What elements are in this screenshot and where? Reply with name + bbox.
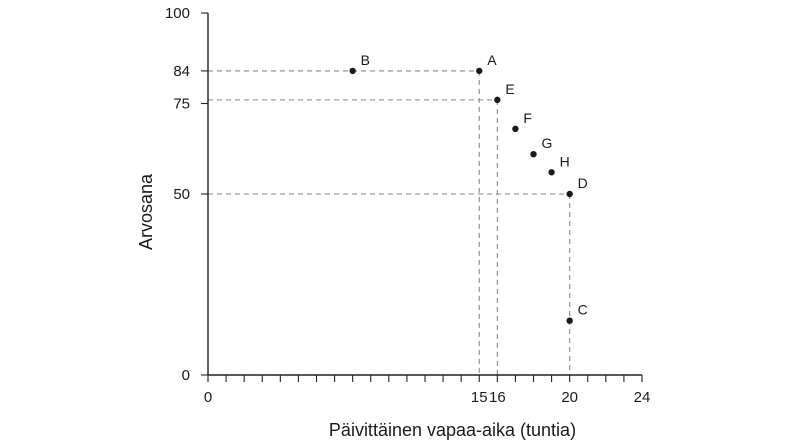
point-label-F: F (523, 110, 532, 126)
point-D (566, 190, 573, 198)
point-label-A: A (487, 52, 497, 68)
point-label-C: C (578, 302, 588, 318)
x-ticks: 0 15 16 20 24 (204, 375, 651, 406)
point-label-D: D (578, 175, 588, 191)
y-tick-label-75: 75 (173, 96, 190, 113)
point-label-E: E (505, 81, 514, 97)
point-F (512, 125, 519, 133)
y-tick-label-50: 50 (173, 186, 190, 203)
point-label-H: H (560, 153, 570, 169)
y-axis-label: Arvosana (136, 173, 156, 250)
x-tick-label-20: 20 (561, 389, 578, 406)
point-label-G: G (542, 135, 553, 151)
point-C (566, 317, 573, 324)
x-tick-label-0: 0 (204, 389, 212, 406)
x-axis-label: Päivittäinen vapaa-aika (tuntia) (329, 420, 576, 440)
point-E (494, 96, 501, 104)
point-G (530, 150, 537, 158)
y-tick-label-0: 0 (182, 367, 190, 384)
y-tick-label-100: 100 (165, 5, 190, 22)
x-tick-label-24: 24 (634, 389, 651, 406)
y-ticks: 0 50 75 84 100 (165, 5, 208, 384)
point-A (476, 67, 483, 75)
x-tick-label-16: 16 (489, 389, 506, 406)
x-tick-label-15: 15 (471, 389, 488, 406)
y-tick-label-84: 84 (173, 63, 190, 80)
point-label-B: B (361, 52, 370, 68)
point-B (349, 67, 356, 75)
guide-lines (208, 70, 571, 375)
point-H (548, 169, 555, 176)
